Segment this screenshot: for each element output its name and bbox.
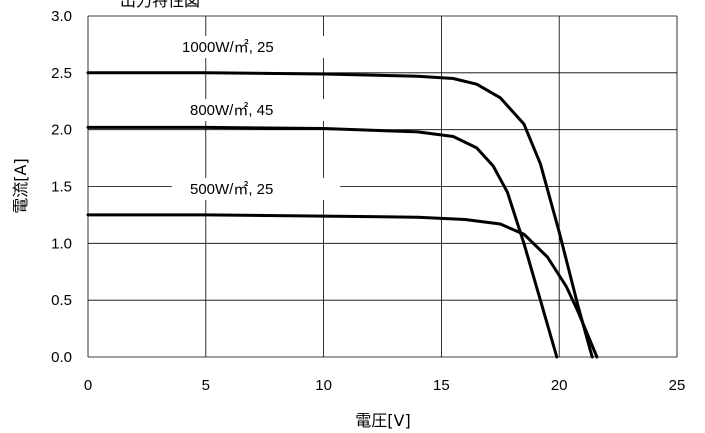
chart-title: 出力特性図 (120, 0, 200, 10)
y-tick-label: 3.0 (51, 8, 72, 25)
x-tick-labels: 0 5 10 15 20 25 (84, 377, 686, 394)
y-tick-label: 1.5 (51, 179, 72, 196)
x-tick-label: 15 (433, 377, 450, 394)
x-tick-label: 20 (551, 377, 568, 394)
series-line (86, 125, 559, 359)
series-label-background (164, 36, 332, 58)
series-label: 800W/㎡, 45 (190, 102, 273, 119)
x-tick-label: 5 (202, 377, 210, 394)
series-label-background (172, 178, 340, 200)
x-tick-label: 0 (84, 377, 92, 394)
x-tick-label: 10 (315, 377, 332, 394)
y-tick-label: 1.0 (51, 235, 72, 252)
y-tick-label: 0.5 (51, 292, 72, 309)
y-tick-labels: 0.0 0.5 1.0 1.5 2.0 2.5 3.0 (51, 8, 72, 366)
y-tick-label: 0.0 (51, 349, 72, 366)
series-label: 1000W/㎡, 25 (182, 39, 274, 56)
series-labels: 1000W/㎡, 25 800W/㎡, 45 500W/㎡, 25 (164, 36, 340, 200)
series-line (86, 71, 594, 359)
y-tick-label: 2.0 (51, 122, 72, 139)
x-axis-title: 電圧[V] (355, 411, 410, 430)
series-line (86, 213, 599, 359)
y-tick-label: 2.5 (51, 65, 72, 82)
x-tick-label: 25 (669, 377, 686, 394)
y-axis-title: 電流[A] (11, 158, 30, 213)
series-lines (86, 71, 599, 359)
series-label-background (172, 99, 340, 121)
series-label: 500W/㎡, 25 (190, 181, 273, 198)
